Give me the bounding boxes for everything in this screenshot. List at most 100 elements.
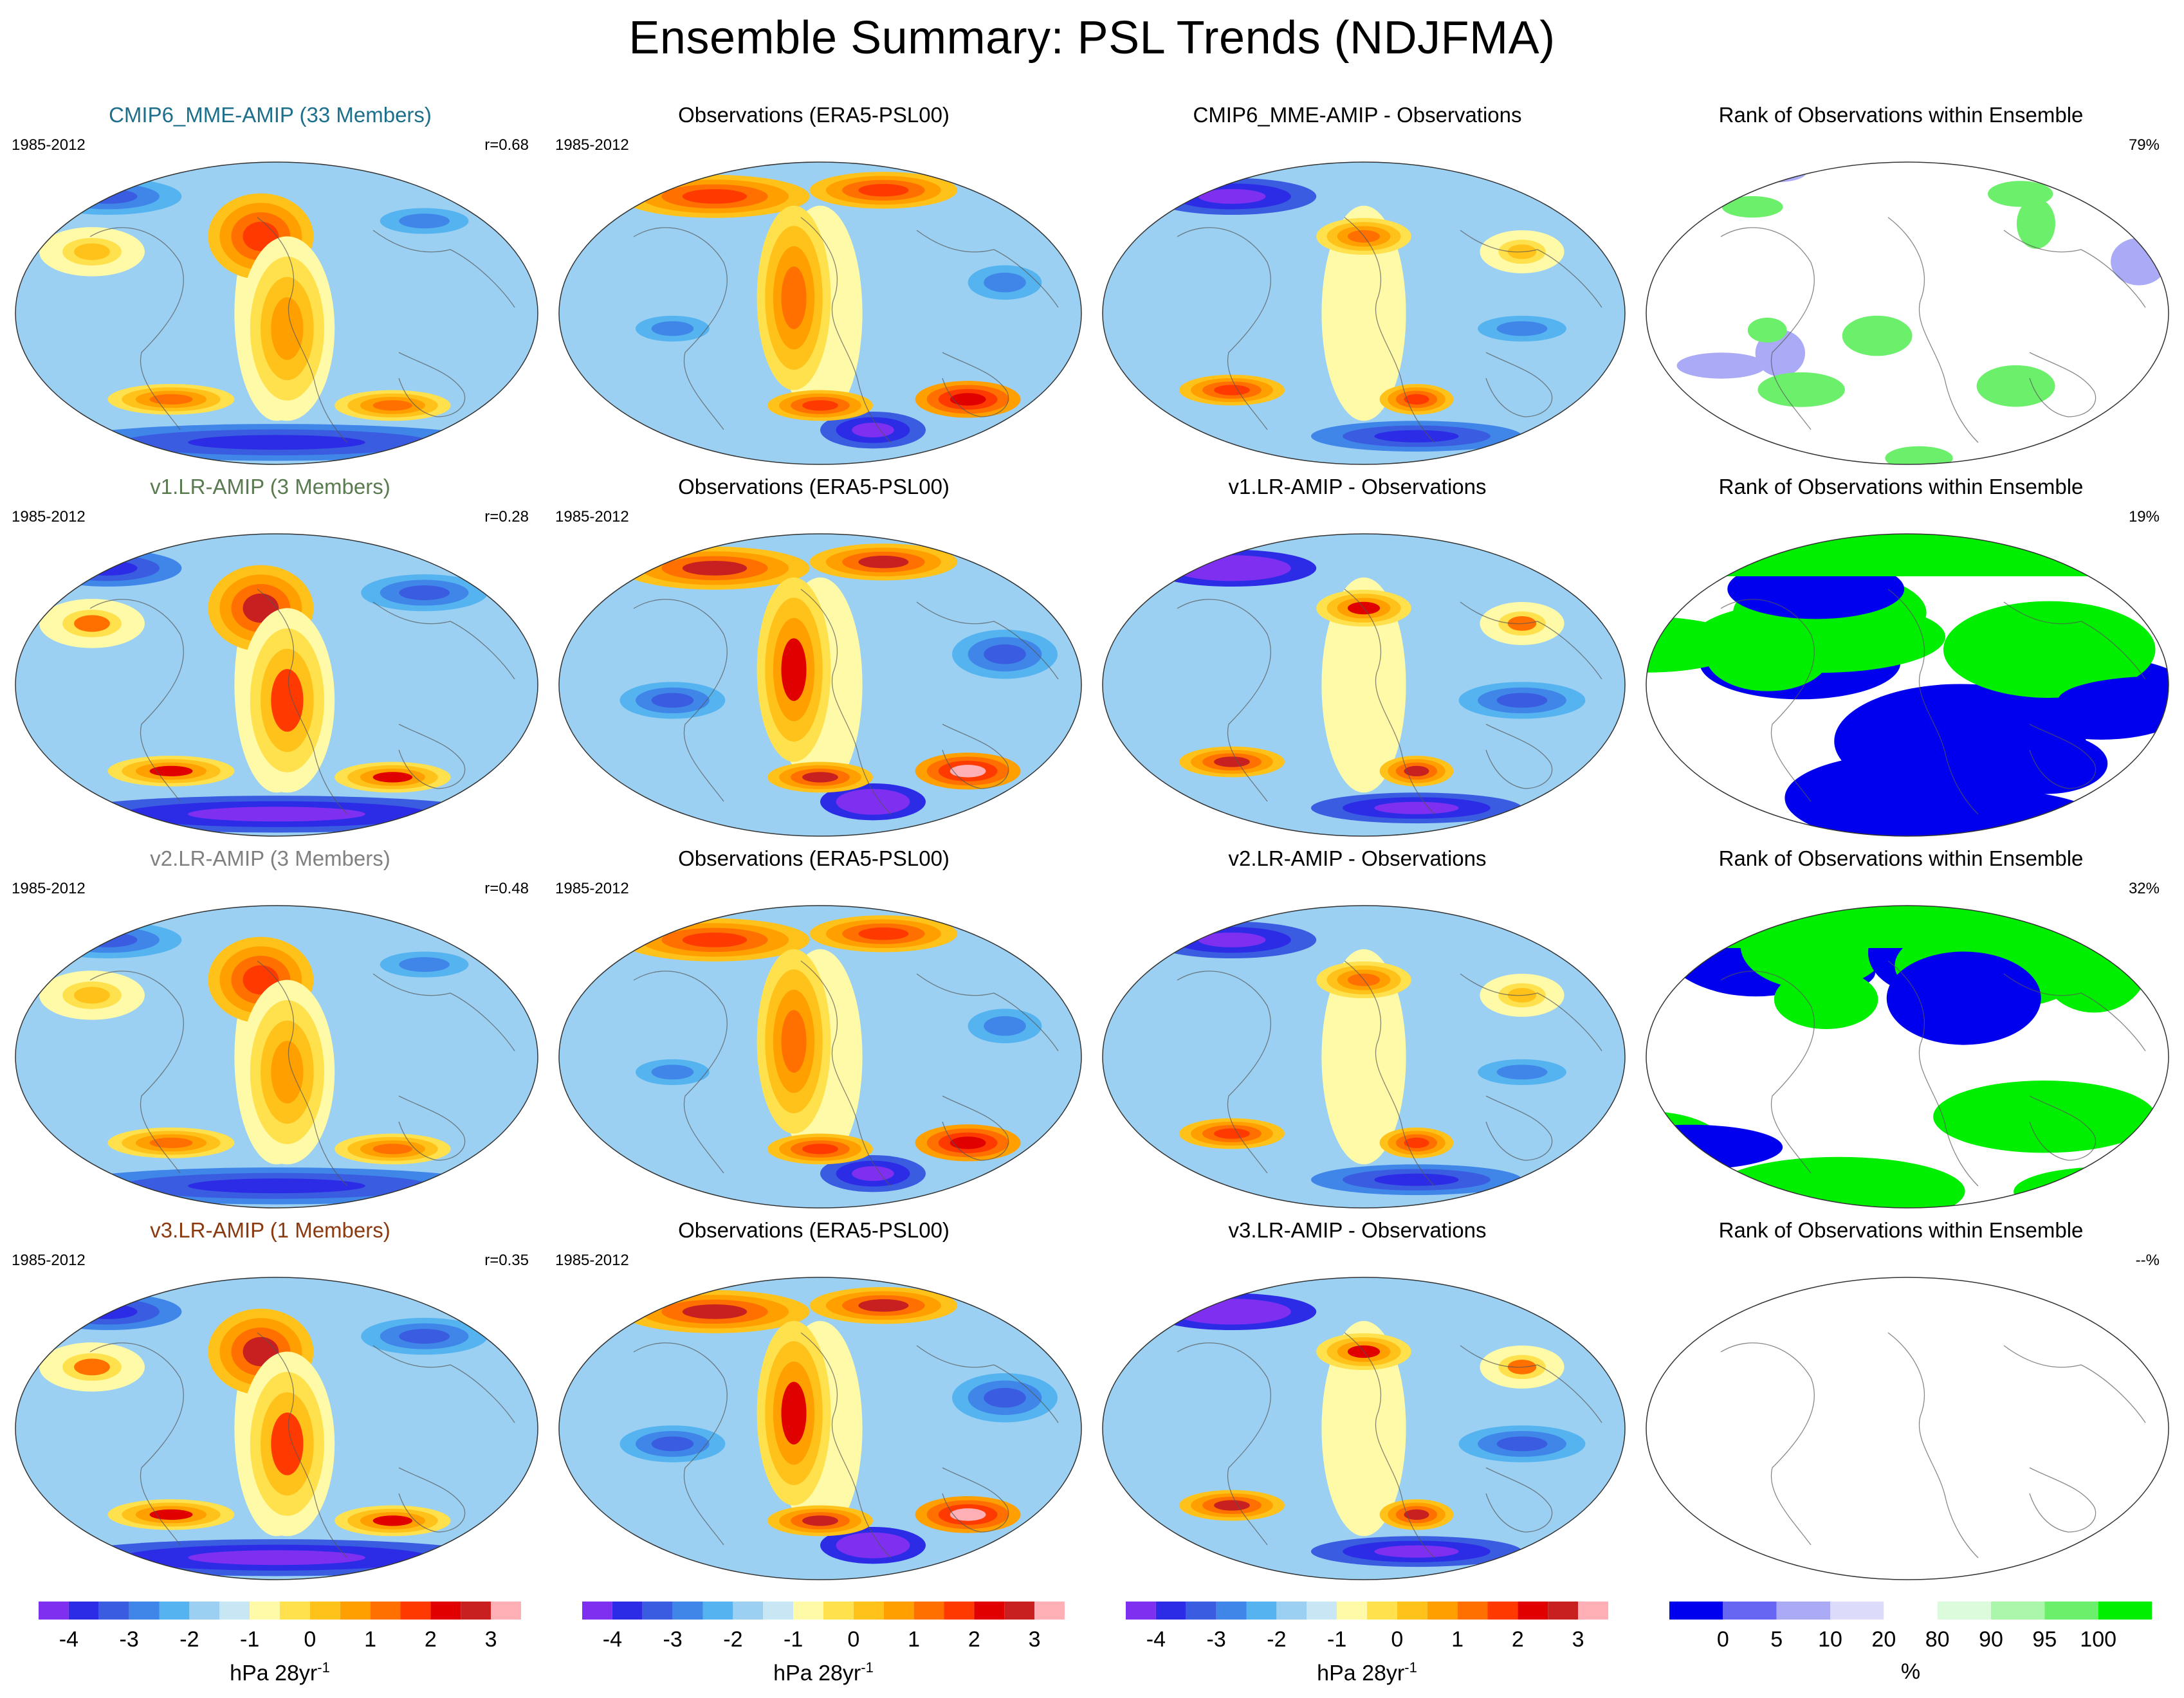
coastline [398,1467,466,1533]
coastline [89,971,184,1174]
world-map [1102,161,1626,465]
world-map [558,533,1082,837]
panel-rank-percent: 19% [2128,508,2160,525]
world-map [15,161,538,465]
colorbar-swatch [702,1602,733,1620]
map-border [558,161,1082,465]
panel-correlation: r=0.48 [484,880,529,897]
warm-anomaly [372,772,413,783]
colorbar-tick-label: 2 [1512,1627,1524,1652]
panel-years: 1985-2012 [12,508,86,525]
cool-anomaly [33,178,182,215]
warm-anomaly [372,1144,413,1155]
colorbar-swatch [1276,1602,1307,1620]
rank-region [1743,162,1807,183]
map-border [1102,161,1626,465]
warm-anomaly [1214,1128,1250,1139]
cool-anomaly [1198,188,1266,204]
panel-title: Rank of Observations within Ensemble [1718,103,2084,127]
rank-region [1646,616,1746,673]
rank-region [1933,1080,2156,1153]
rank-region [1646,534,2169,576]
cool-anomaly [1496,321,1548,336]
cool-anomaly [1374,1173,1459,1186]
colorbar-swatch [370,1602,401,1620]
colorbar-swatch [280,1602,310,1620]
map-border [1646,533,2169,837]
coastline [1460,1345,1602,1423]
coastline [633,227,728,430]
coastline [89,1342,184,1546]
colorbar-tick-label: -3 [663,1627,683,1652]
rank-region [1785,754,2026,836]
cool-anomaly [1198,1304,1266,1319]
cool-anomaly [78,560,138,576]
warm-anomaly [271,297,304,360]
cool-anomaly [1496,1064,1548,1080]
colorbar-tick-label: 0 [304,1627,316,1652]
map-border [558,533,1082,837]
neutral-band [1321,205,1406,421]
map-background [1646,162,2169,464]
colorbar-tick-label: 20 [1871,1627,1896,1652]
world-map [15,905,538,1209]
coastline [633,599,728,802]
warm-anomaly [781,266,807,329]
world-map [1646,905,2169,1209]
panel-title: v3.LR-AMIP (1 Members) [150,1218,390,1242]
colorbar-tick-label: 1 [908,1627,920,1652]
panel-title: Observations (ERA5-PSL00) [678,103,950,127]
cool-anomaly [852,423,894,438]
coastline [2029,1095,2097,1161]
colorbar-swatch [159,1602,190,1620]
rank-region [2111,238,2167,286]
rank-region [2039,915,2149,1013]
colorbar-tick-label: -4 [603,1627,622,1652]
cool-anomaly [1198,560,1266,576]
cool-anomaly [984,644,1026,664]
coastline [1720,599,1815,802]
colorbar-observations-swatches: -4-3-2-101234 [582,1602,1065,1652]
coastline [257,217,348,443]
coastline [372,230,515,308]
warm-anomaly [372,1515,413,1526]
panel-rank-row4: Rank of Observations within Ensemble --% [1631,1218,2171,1591]
coastline [372,601,515,680]
coastline [1485,724,1553,789]
warm-anomaly [781,1382,807,1445]
panel-title: v1.LR-AMIP (3 Members) [150,475,390,498]
panel-title: v3.LR-AMIP - Observations [1228,1218,1487,1242]
colorbar-swatch [1216,1602,1247,1620]
colorbar-swatch [1367,1602,1397,1620]
map-border [558,905,1082,1209]
colorbar-tick-label: 1 [364,1627,376,1652]
colorbar-swatch [1307,1602,1337,1620]
coastline [1177,227,1271,430]
colorbar-observations-units: hPa 28yr-1 [773,1659,874,1686]
colorbar-swatch [974,1602,1005,1620]
coastline [257,589,348,815]
coastline [942,352,1009,417]
colorbar-tick-label: 3 [1029,1627,1041,1652]
colorbar-swatch [1884,1602,1938,1620]
colorbar-tick-label: 2 [425,1627,437,1652]
colorbar-tick-label: -1 [240,1627,259,1652]
warm-anomaly [74,987,110,1004]
cool-anomaly [56,927,160,953]
panel-title: Rank of Observations within Ensemble [1718,1218,2084,1242]
colorbar-model: -4-3-2-101234 hPa 28yr-1 [35,1595,524,1692]
panel-years: 1985-2012 [12,136,86,154]
map-border [1102,905,1626,1209]
coastline [800,1332,892,1558]
warm-anomaly [271,1041,304,1104]
cool-anomaly [56,1299,160,1325]
cool-anomaly [78,188,138,204]
colorbar-swatch [642,1602,673,1620]
coastline [1887,1332,1979,1558]
rank-region [1705,620,1830,691]
rank-region [1676,352,1766,379]
colorbar-swatch [1397,1602,1427,1620]
panel-years: 1985-2012 [555,880,629,897]
colorbar-swatch [39,1602,69,1620]
rank-region [1886,951,2041,1045]
